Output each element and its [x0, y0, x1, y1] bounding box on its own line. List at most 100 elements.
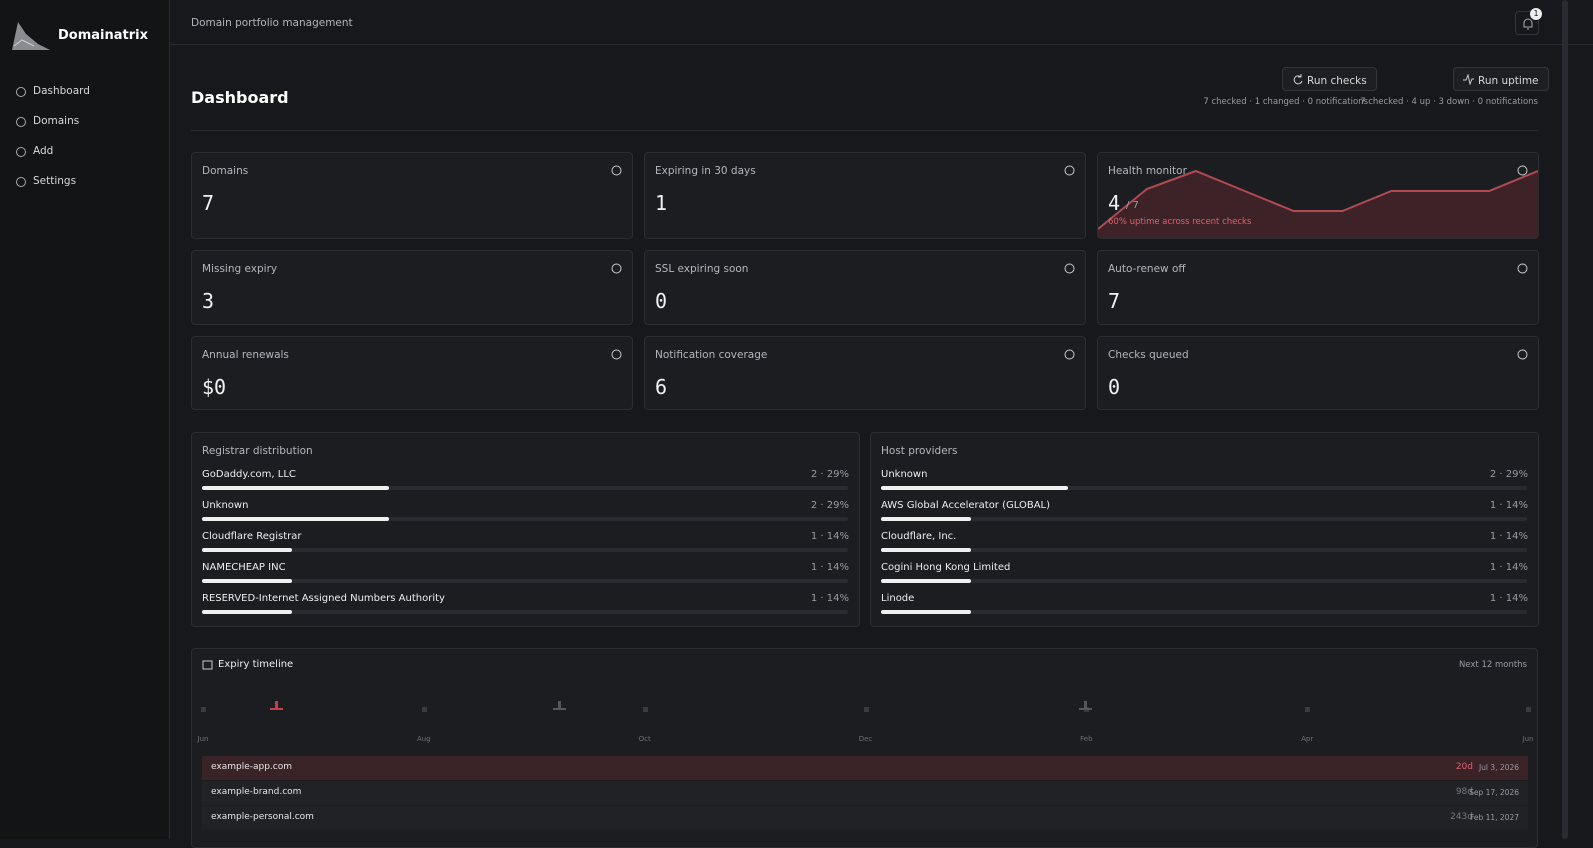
bar — [202, 579, 293, 583]
row-domain: example-brand.com — [211, 787, 302, 797]
nav-icon — [16, 147, 26, 157]
timeline-panel: Expiry timeline Next 12 months Jun Aug Oct De… — [191, 648, 1538, 848]
timeline-dot — [1526, 707, 1531, 712]
bar-track — [881, 517, 1527, 521]
nav-item[interactable]: Domains — [10, 113, 160, 131]
bar — [881, 610, 972, 614]
action-status: 7 checked · 1 changed · 0 notifications — [1203, 97, 1368, 107]
stat-icon — [611, 349, 622, 360]
stat-value: $0 — [202, 375, 227, 399]
stat-note: 60% uptime across recent checks — [1108, 217, 1252, 227]
icon-shape — [1463, 74, 1474, 85]
bar-track — [881, 579, 1527, 583]
sparkline — [1098, 169, 1538, 238]
panel-title: Host providers — [881, 445, 958, 457]
item-name: Cloudflare, Inc. — [881, 531, 957, 542]
icon-shape — [611, 263, 622, 274]
row-date: Sep 17, 2026 — [1469, 788, 1519, 797]
row-date: Jul 3, 2026 — [1478, 763, 1519, 772]
row-domain: example-app.com — [211, 762, 293, 772]
timeline-dot — [1305, 707, 1311, 712]
nav-label: Dashboard — [33, 85, 90, 97]
bar — [881, 486, 1069, 490]
icon-shape — [1064, 349, 1075, 360]
sparkline-line — [1098, 169, 1538, 230]
item-name: Cogini Hong Kong Limited — [881, 562, 1011, 573]
topbar: Domain portfolio management 1 — [170, 0, 1593, 45]
timeline-dot — [642, 707, 648, 712]
expiry-row[interactable]: example-brand.com 98d Sep 17, 2026 — [202, 781, 1528, 805]
action-button[interactable]: Run uptime — [1453, 67, 1549, 91]
item-name: AWS Global Accelerator (GLOBAL) — [881, 500, 1051, 511]
month-label: Apr — [1301, 735, 1314, 743]
row-date: Feb 11, 2027 — [1469, 813, 1519, 822]
item-label: 1 · 14% — [810, 531, 849, 542]
notification-button[interactable]: 1 — [1515, 8, 1542, 35]
stat-label: Expiring in 30 days — [655, 165, 756, 177]
expiry-row[interactable]: example-personal.com 243d Feb 11, 2027 — [202, 806, 1528, 830]
stat-value: 7 — [202, 191, 215, 215]
nav-icon — [16, 117, 26, 127]
bar-track — [881, 610, 1527, 614]
action-status: 7 checked · 4 up · 3 down · 0 notificati… — [1360, 97, 1538, 107]
item-name: Cloudflare Registrar — [202, 531, 302, 542]
sparkline-area — [1098, 171, 1538, 238]
action-button[interactable]: Run checks — [1282, 67, 1377, 91]
bar-track — [202, 486, 848, 490]
icon-shape — [1517, 263, 1528, 274]
bar-track — [881, 486, 1527, 490]
stat-icon — [1517, 263, 1528, 274]
bell-icon — [1523, 18, 1533, 30]
stat-card: Notification coverage 6 — [644, 336, 1086, 410]
stat-icon — [1064, 165, 1075, 176]
stat-icon — [611, 165, 622, 176]
panel-title: Registrar distribution — [202, 445, 313, 457]
icon-shape — [1293, 74, 1303, 85]
timeline-dot — [863, 707, 869, 712]
icon-shape — [16, 177, 26, 187]
expiry-row[interactable]: example-app.com 20d Jul 3, 2026 — [202, 756, 1528, 780]
bar — [202, 486, 390, 490]
stat-card: Auto-renew off 7 — [1097, 250, 1539, 325]
bar — [881, 579, 972, 583]
icon-shape — [16, 147, 26, 157]
bar — [202, 548, 293, 552]
icon-shape — [611, 349, 622, 360]
stat-card: Expiring in 30 days 1 — [644, 152, 1086, 239]
bar-track — [202, 548, 848, 552]
stat-card: Missing expiry 3 — [191, 250, 633, 325]
scrollbar — [1562, 0, 1568, 839]
nav-item[interactable]: Dashboard — [10, 83, 160, 101]
stat-label: Health monitor — [1108, 165, 1187, 177]
stat-value: 7 — [1108, 289, 1121, 313]
stat-icon — [1064, 349, 1075, 360]
item-label: 2 · 29% — [810, 469, 849, 480]
item-label: 1 · 14% — [1489, 562, 1528, 573]
button-label: Run checks — [1307, 75, 1367, 87]
distribution-panel: Host providers Unknown 2 · 29% AWS Global A… — [870, 432, 1539, 627]
button-icon — [1293, 74, 1303, 85]
item-label: 1 · 14% — [810, 593, 849, 604]
bar — [202, 610, 293, 614]
item-label: 1 · 14% — [1489, 593, 1528, 604]
nav-item[interactable]: Add — [10, 143, 160, 161]
item-label: 1 · 14% — [810, 562, 849, 573]
icon-shape — [1517, 165, 1528, 176]
stat-label: Domains — [202, 165, 249, 177]
icon-shape — [1517, 349, 1528, 360]
item-name: RESERVED-Internet Assigned Numbers Autho… — [202, 593, 445, 604]
sidebar: Domainatrix Dashboard Domains Add Settings — [0, 0, 170, 839]
bar-track — [202, 517, 848, 521]
month-label: Oct — [638, 735, 651, 743]
notification-badge: 1 — [1530, 8, 1542, 20]
nav-item[interactable]: Settings — [10, 173, 160, 191]
month-label: Jun — [197, 735, 209, 743]
topbar-title: Domain portfolio management — [191, 17, 353, 29]
stat-value: 6 — [655, 375, 668, 399]
stat-icon — [611, 263, 622, 274]
stat-value: 3 — [202, 289, 215, 313]
nav-label: Settings — [33, 175, 77, 187]
stat-card: Health monitor 4 / 7 60% uptime across rece… — [1097, 152, 1539, 239]
month-label: Jun — [1522, 735, 1534, 743]
